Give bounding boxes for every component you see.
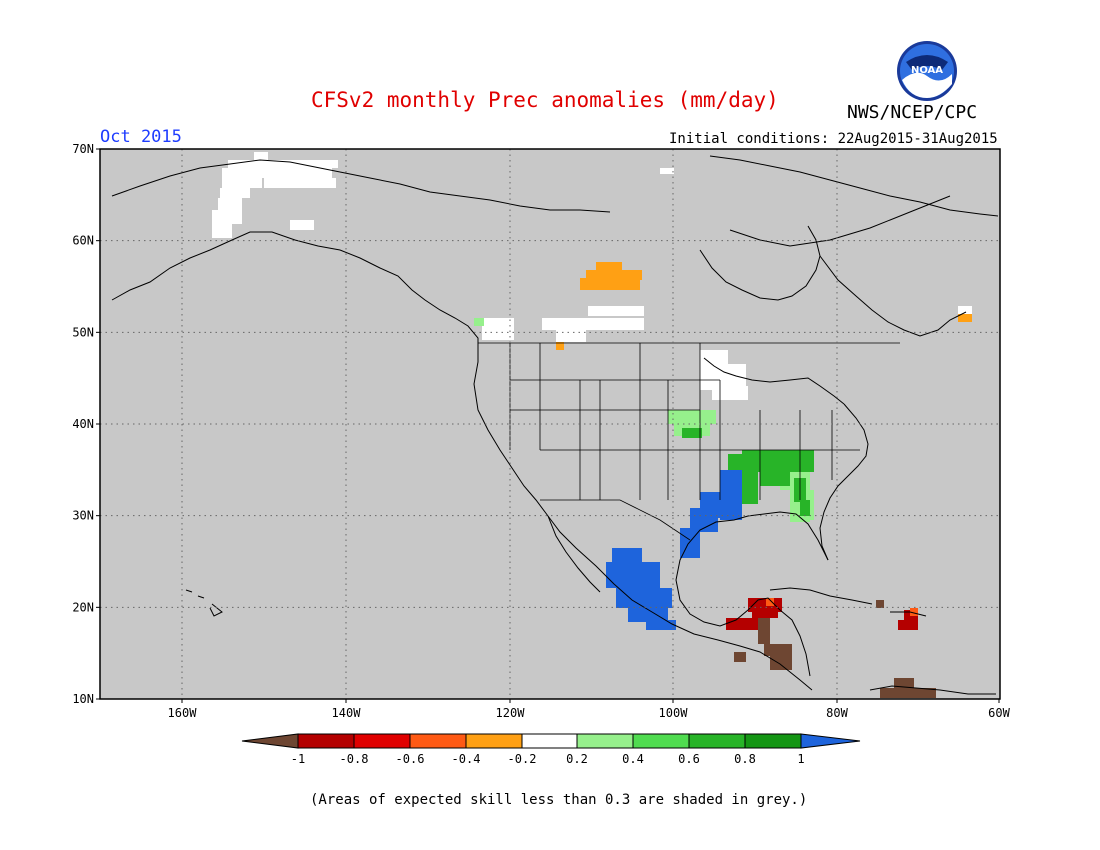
anomaly-cell — [220, 188, 250, 198]
anomaly-cell — [770, 656, 792, 670]
anomaly-cell — [800, 500, 810, 516]
anomaly-cell — [712, 386, 748, 400]
anomaly-cell — [880, 688, 936, 698]
legend-swatch — [632, 733, 690, 749]
skill-footnote: (Areas of expected skill less than 0.3 a… — [310, 792, 808, 808]
noaa-logo-icon: NOAA — [897, 41, 957, 101]
legend-tick-label: -0.6 — [396, 752, 425, 766]
anomaly-cell — [752, 604, 778, 618]
legend-swatch — [297, 733, 355, 749]
anomaly-cell — [580, 278, 640, 290]
lon-label: 100W — [659, 706, 689, 720]
lon-label: 60W — [988, 706, 1010, 720]
anomaly-cell — [760, 466, 790, 486]
lon-label: 140W — [332, 706, 362, 720]
anomaly-cell — [764, 644, 792, 656]
anomaly-cell — [682, 428, 702, 438]
anomaly-cell — [616, 588, 672, 608]
lon-label: 160W — [168, 706, 198, 720]
lat-label: 60N — [72, 234, 94, 248]
lat-label: 50N — [72, 325, 94, 339]
anomaly-cell — [482, 318, 514, 340]
legend-swatch — [688, 733, 746, 749]
legend-tick-label: -1 — [291, 752, 305, 766]
legend-swatch — [521, 733, 578, 749]
anomaly-cell — [628, 608, 668, 622]
chart-title: CFSv2 monthly Prec anomalies (mm/day) — [311, 88, 779, 112]
legend-swatch — [409, 733, 467, 749]
legend-colorbar — [241, 733, 861, 749]
lat-label: 70N — [72, 142, 94, 156]
legend-tick-label: 0.8 — [734, 752, 756, 766]
legend-arrow-right — [800, 733, 861, 749]
anomaly-cell — [556, 330, 586, 342]
anomaly-cell — [958, 314, 972, 322]
initial-conditions: Initial conditions: 22Aug2015-31Aug2015 — [669, 131, 998, 147]
anomaly-cell — [222, 168, 332, 178]
anomaly-cell — [212, 210, 242, 224]
anomaly-cell — [766, 598, 774, 606]
legend-tick-label: 1 — [797, 752, 804, 766]
anomaly-cell — [958, 306, 972, 316]
legend-tick-labels: -1 -0.8 -0.6 -0.4 -0.2 0.2 0.4 0.6 0.8 1 — [291, 752, 805, 766]
lon-label: 120W — [496, 706, 526, 720]
anomaly-cell — [910, 608, 918, 616]
legend-tick-label: -0.2 — [508, 752, 537, 766]
anomaly-cell — [218, 198, 242, 210]
legend-swatch — [576, 733, 634, 749]
anomaly-cell — [726, 618, 768, 630]
anomaly-cell — [228, 160, 338, 168]
anomaly-cell — [898, 620, 918, 630]
anomaly-cell — [668, 410, 716, 424]
anomaly-cell — [612, 548, 642, 566]
lon-label: 80W — [826, 706, 848, 720]
anomaly-cell — [894, 678, 914, 688]
anomaly-cell — [596, 262, 622, 272]
lat-label: 20N — [72, 600, 94, 614]
legend-tick-label: -0.4 — [452, 752, 481, 766]
anomaly-cell — [264, 178, 336, 188]
lat-label: 30N — [72, 509, 94, 523]
anomaly-cell — [646, 620, 676, 630]
anomaly-cell — [474, 318, 484, 326]
forecast-period: Oct 2015 — [100, 127, 182, 147]
anomaly-cell — [606, 562, 660, 588]
coastlines — [111, 155, 999, 695]
legend-tick-label: -0.8 — [340, 752, 369, 766]
longitude-labels: 160W 140W 120W 100W 80W 60W — [168, 699, 1011, 720]
anomaly-cell — [876, 600, 884, 608]
anomaly-cell — [556, 342, 564, 350]
legend-tick-label: 0.2 — [566, 752, 588, 766]
anomaly-cell — [588, 306, 644, 316]
agency-label: NWS/NCEP/CPC — [847, 102, 978, 123]
anomaly-cell — [700, 350, 728, 390]
anomaly-cell — [758, 618, 770, 644]
anomaly-cell — [254, 152, 268, 160]
legend-tick-label: 0.4 — [622, 752, 644, 766]
anomaly-cell — [290, 220, 314, 230]
graticule — [100, 149, 1000, 699]
legend-arrow-left — [241, 733, 299, 749]
anomaly-cell — [212, 224, 232, 238]
anomaly-cell — [586, 270, 642, 280]
anomaly-cell — [542, 318, 644, 330]
latitude-labels: 70N 60N 50N 40N 30N 20N 10N — [72, 142, 100, 706]
anomaly-cell — [660, 168, 674, 174]
anomaly-cell — [734, 652, 746, 662]
legend-tick-label: 0.6 — [678, 752, 700, 766]
noaa-logo-text: NOAA — [911, 65, 943, 76]
legend-swatch — [744, 733, 802, 749]
anomaly-cell — [222, 178, 262, 188]
lat-label: 40N — [72, 417, 94, 431]
legend-swatch — [353, 733, 411, 749]
anomaly-cells — [212, 152, 972, 698]
lat-label: 10N — [72, 692, 94, 706]
legend-swatch — [465, 733, 523, 749]
